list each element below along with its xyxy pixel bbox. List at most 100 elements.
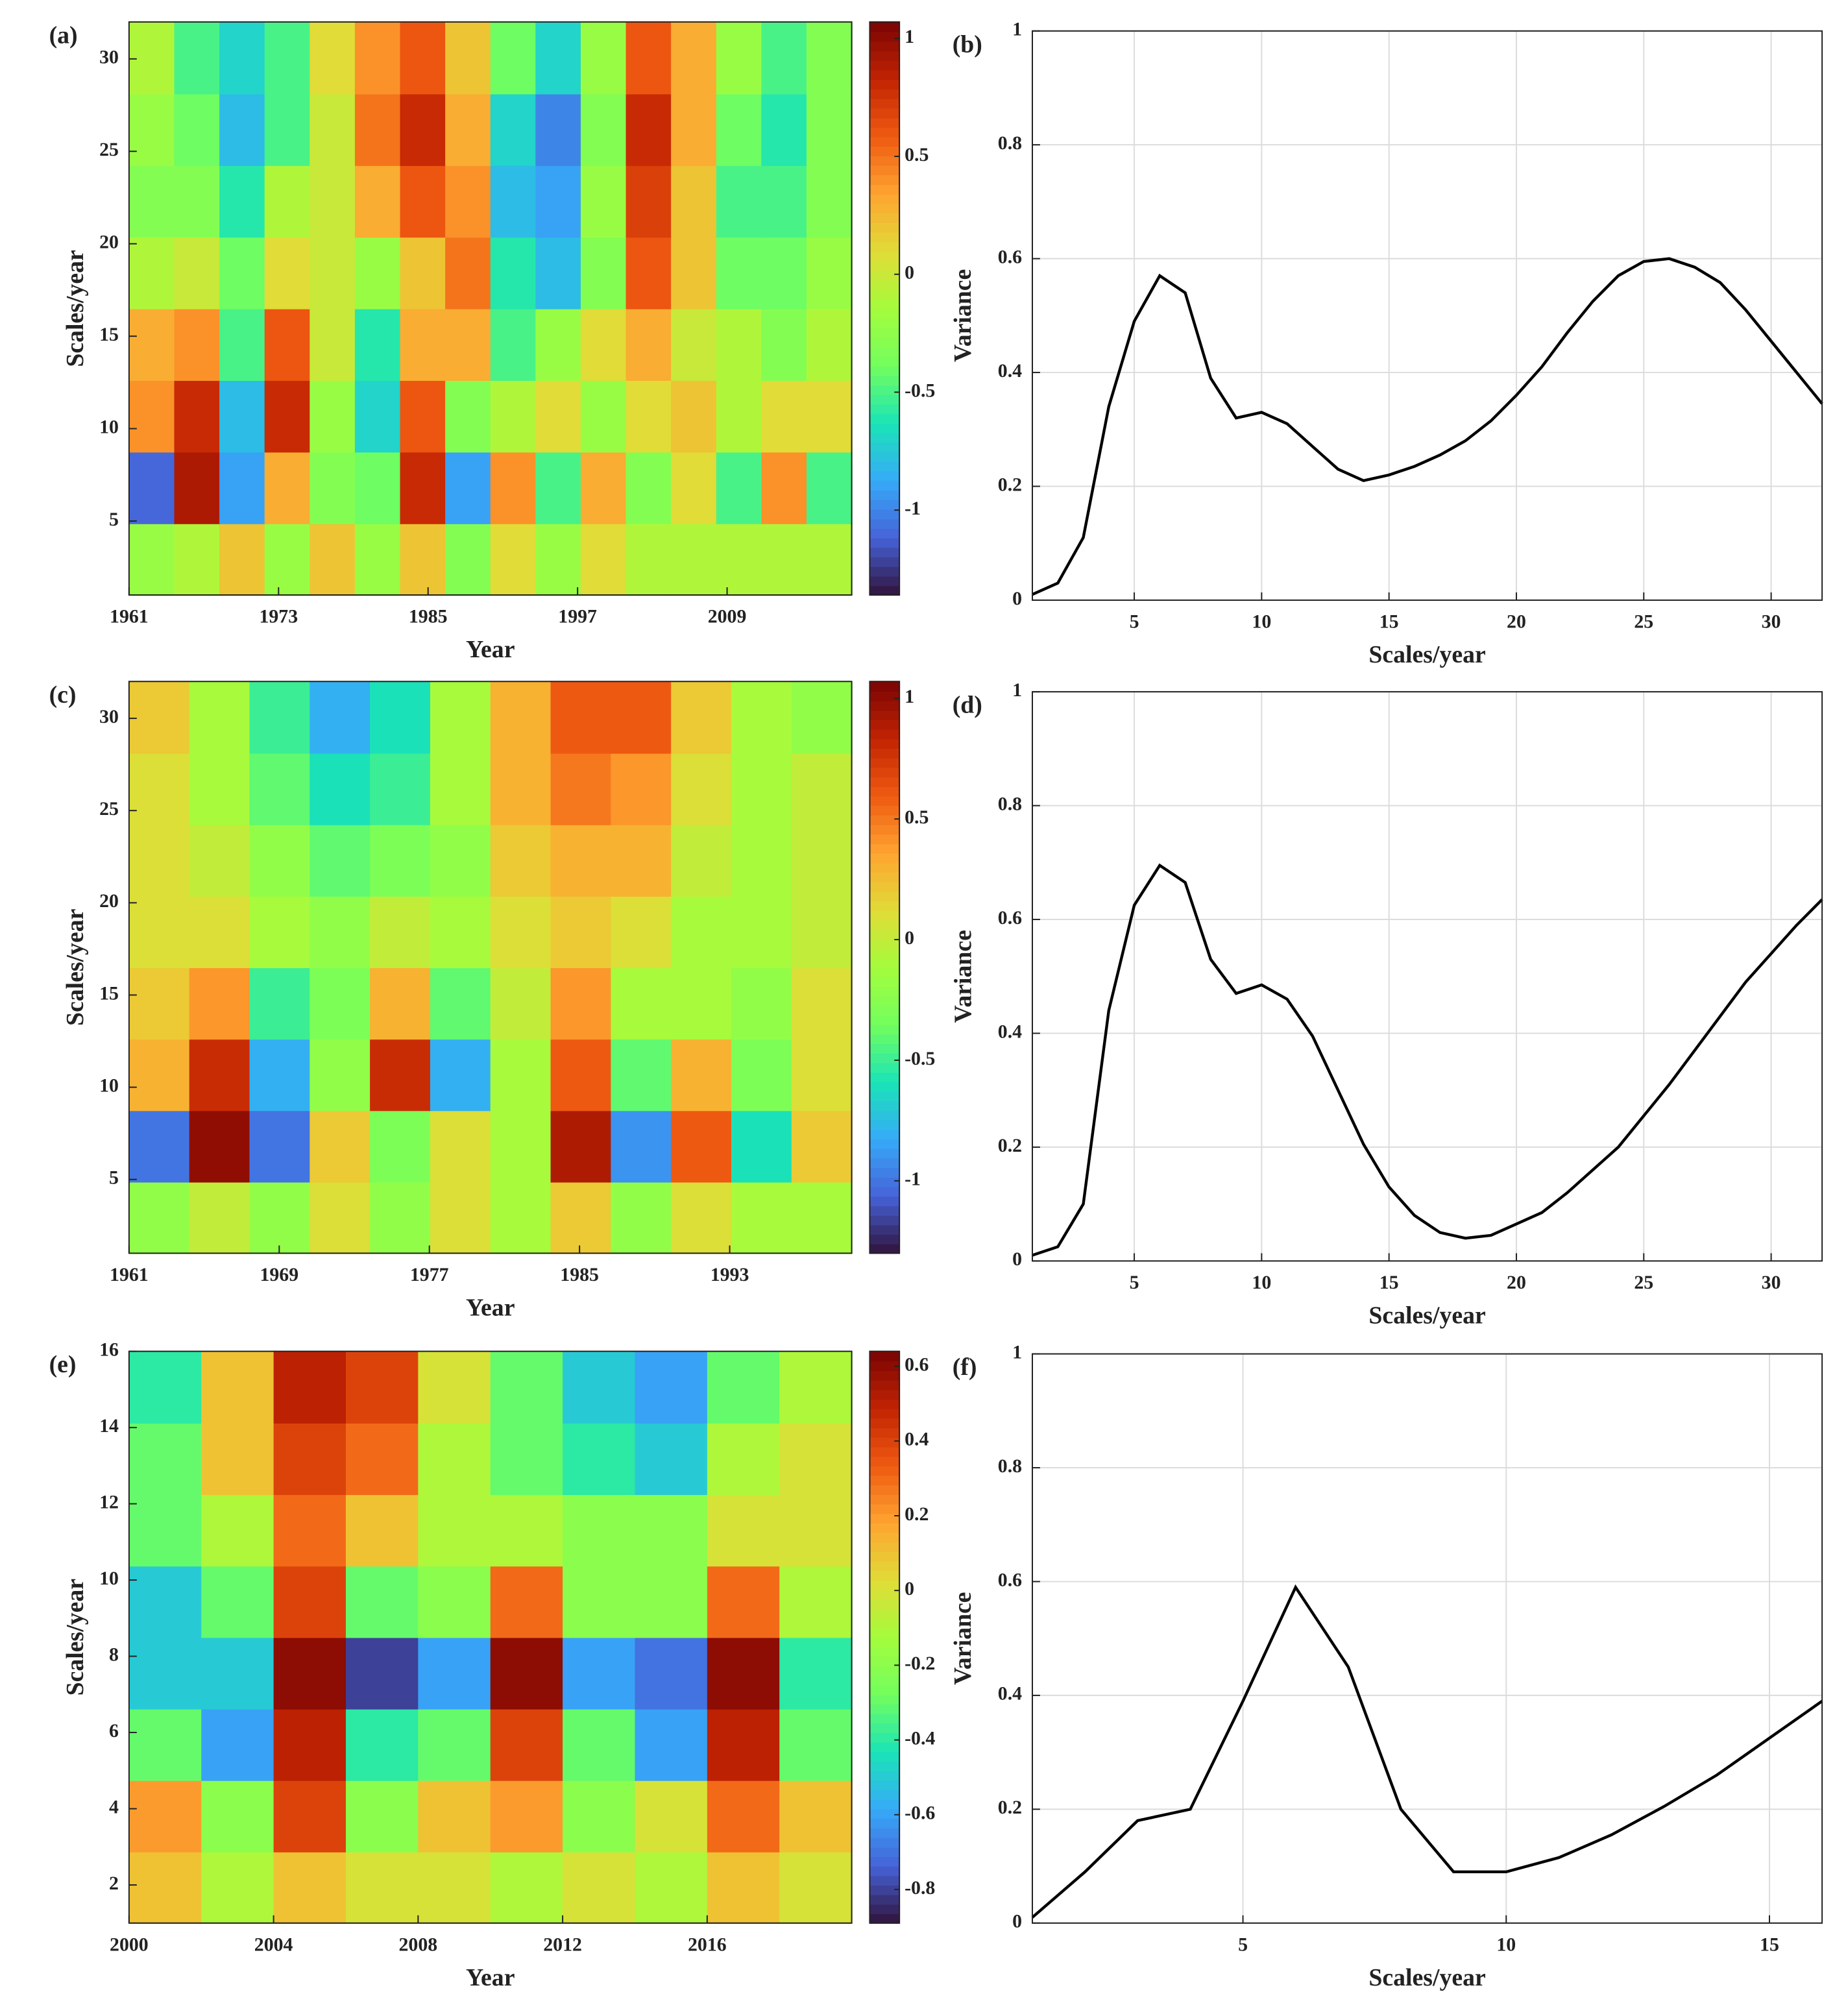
contour-cell xyxy=(219,308,265,381)
contour-cell xyxy=(219,93,265,166)
colorbar-swatch xyxy=(869,986,900,997)
colorbar-swatch xyxy=(869,537,900,548)
colorbar-swatch xyxy=(869,1243,900,1254)
colorbar-swatch xyxy=(869,1379,900,1391)
contour-cell xyxy=(249,824,311,897)
line xyxy=(1032,257,1823,596)
y-tick-label: 30 xyxy=(99,706,119,727)
colorbar-swatch xyxy=(869,136,900,147)
contour-cell xyxy=(310,452,356,524)
colorbar-swatch xyxy=(869,318,900,328)
contour-cell xyxy=(430,753,491,825)
contour-cell xyxy=(716,452,762,524)
contour-cell xyxy=(716,380,762,453)
contour-cell xyxy=(635,1566,709,1638)
contour-cell xyxy=(716,308,762,381)
colorbar-swatch xyxy=(869,910,900,921)
contour-cell xyxy=(430,681,491,754)
contour-cell xyxy=(791,1182,853,1254)
colorbar-swatch xyxy=(869,1167,900,1178)
contour-cell xyxy=(535,452,582,524)
panel-label: (f) xyxy=(953,1354,977,1381)
colorbar-swatch xyxy=(869,31,900,42)
contour-cell xyxy=(490,1110,552,1183)
colorbar-swatch xyxy=(869,480,900,491)
contour-cell xyxy=(707,1637,781,1710)
colorbar-swatch xyxy=(869,1389,900,1400)
contour-cell xyxy=(626,93,672,166)
contour-cell xyxy=(370,967,431,1040)
colorbar-swatch xyxy=(869,767,900,778)
colorbar-swatch xyxy=(869,528,900,539)
colorbar-tick-label: -0.8 xyxy=(905,1877,935,1899)
colorbar-swatch xyxy=(869,1119,900,1130)
y-axis-label: Scales/year xyxy=(62,250,89,367)
contour-cell xyxy=(490,824,552,897)
colorbar-swatch xyxy=(869,394,900,405)
contour-cell xyxy=(707,1780,781,1852)
colorbar-swatch xyxy=(869,146,900,156)
colorbar-swatch xyxy=(869,1646,900,1657)
contour-cell xyxy=(128,308,175,381)
contour-cell xyxy=(761,523,808,596)
contour-cell xyxy=(370,1110,431,1183)
contour-cell xyxy=(806,237,853,310)
contour-cell xyxy=(490,380,537,453)
contour-cell xyxy=(128,1851,202,1924)
colorbar-swatch xyxy=(869,1904,900,1915)
contour-cell xyxy=(550,1038,612,1111)
contour-cell xyxy=(201,1851,274,1924)
colorbar-swatch xyxy=(869,1684,900,1695)
colorbar-swatch xyxy=(869,1542,900,1553)
x-tick-label: 1961 xyxy=(110,1264,149,1285)
plot-frame xyxy=(128,21,853,596)
colorbar-swatch xyxy=(869,795,900,807)
colorbar-swatch xyxy=(869,270,900,281)
contour-cell xyxy=(580,308,627,381)
contour-cell xyxy=(354,308,401,381)
contour-cell xyxy=(563,1708,636,1781)
contour-cell xyxy=(671,967,733,1040)
colorbar-swatch xyxy=(869,452,900,462)
contour-cell xyxy=(430,967,491,1040)
colorbar-tick-label: -0.4 xyxy=(905,1727,935,1749)
plot-frame xyxy=(1032,1353,1823,1924)
colorbar-tick-label: 0 xyxy=(905,1578,914,1599)
contour-cell xyxy=(219,165,265,238)
contour-cell xyxy=(128,967,190,1040)
y-tick-label: 1 xyxy=(1012,19,1022,40)
colorbar-swatch xyxy=(869,1139,900,1149)
colorbar-swatch xyxy=(869,1875,900,1886)
contour-cell xyxy=(490,895,552,969)
contour-cell xyxy=(189,824,250,897)
y-axis-label: Variance xyxy=(949,1592,977,1684)
contour-cell xyxy=(779,1637,853,1710)
colorbar-swatch xyxy=(869,1599,900,1610)
contour-cell xyxy=(430,1038,491,1111)
contour-cell xyxy=(174,380,221,453)
contour-cell xyxy=(174,165,221,238)
contour-cell xyxy=(671,1182,733,1254)
x-tick-label: 2012 xyxy=(543,1934,582,1955)
colorbar-swatch xyxy=(869,203,900,214)
x-tick-label: 15 xyxy=(1379,611,1399,633)
colorbar-swatch xyxy=(869,375,900,386)
contour-cell xyxy=(418,1566,491,1638)
contour-cell xyxy=(273,1708,347,1781)
colorbar-swatch xyxy=(869,1761,900,1771)
contour-cell xyxy=(490,1038,552,1111)
contour-cell xyxy=(611,1182,672,1254)
contour-cell xyxy=(716,165,762,238)
y-tick-label: 4 xyxy=(109,1796,119,1817)
y-tick-label: 15 xyxy=(99,982,119,1004)
colorbar-swatch xyxy=(869,1494,900,1505)
contour-cell xyxy=(400,452,446,524)
colorbar-swatch xyxy=(869,1808,900,1819)
x-tick-label: 1969 xyxy=(260,1264,298,1285)
contour-cell xyxy=(671,681,733,754)
colorbar-swatch xyxy=(869,155,900,166)
colorbar-swatch xyxy=(869,108,900,119)
colorbar-swatch xyxy=(869,1637,900,1647)
colorbar-swatch xyxy=(869,566,900,577)
contour-cell xyxy=(264,523,311,596)
